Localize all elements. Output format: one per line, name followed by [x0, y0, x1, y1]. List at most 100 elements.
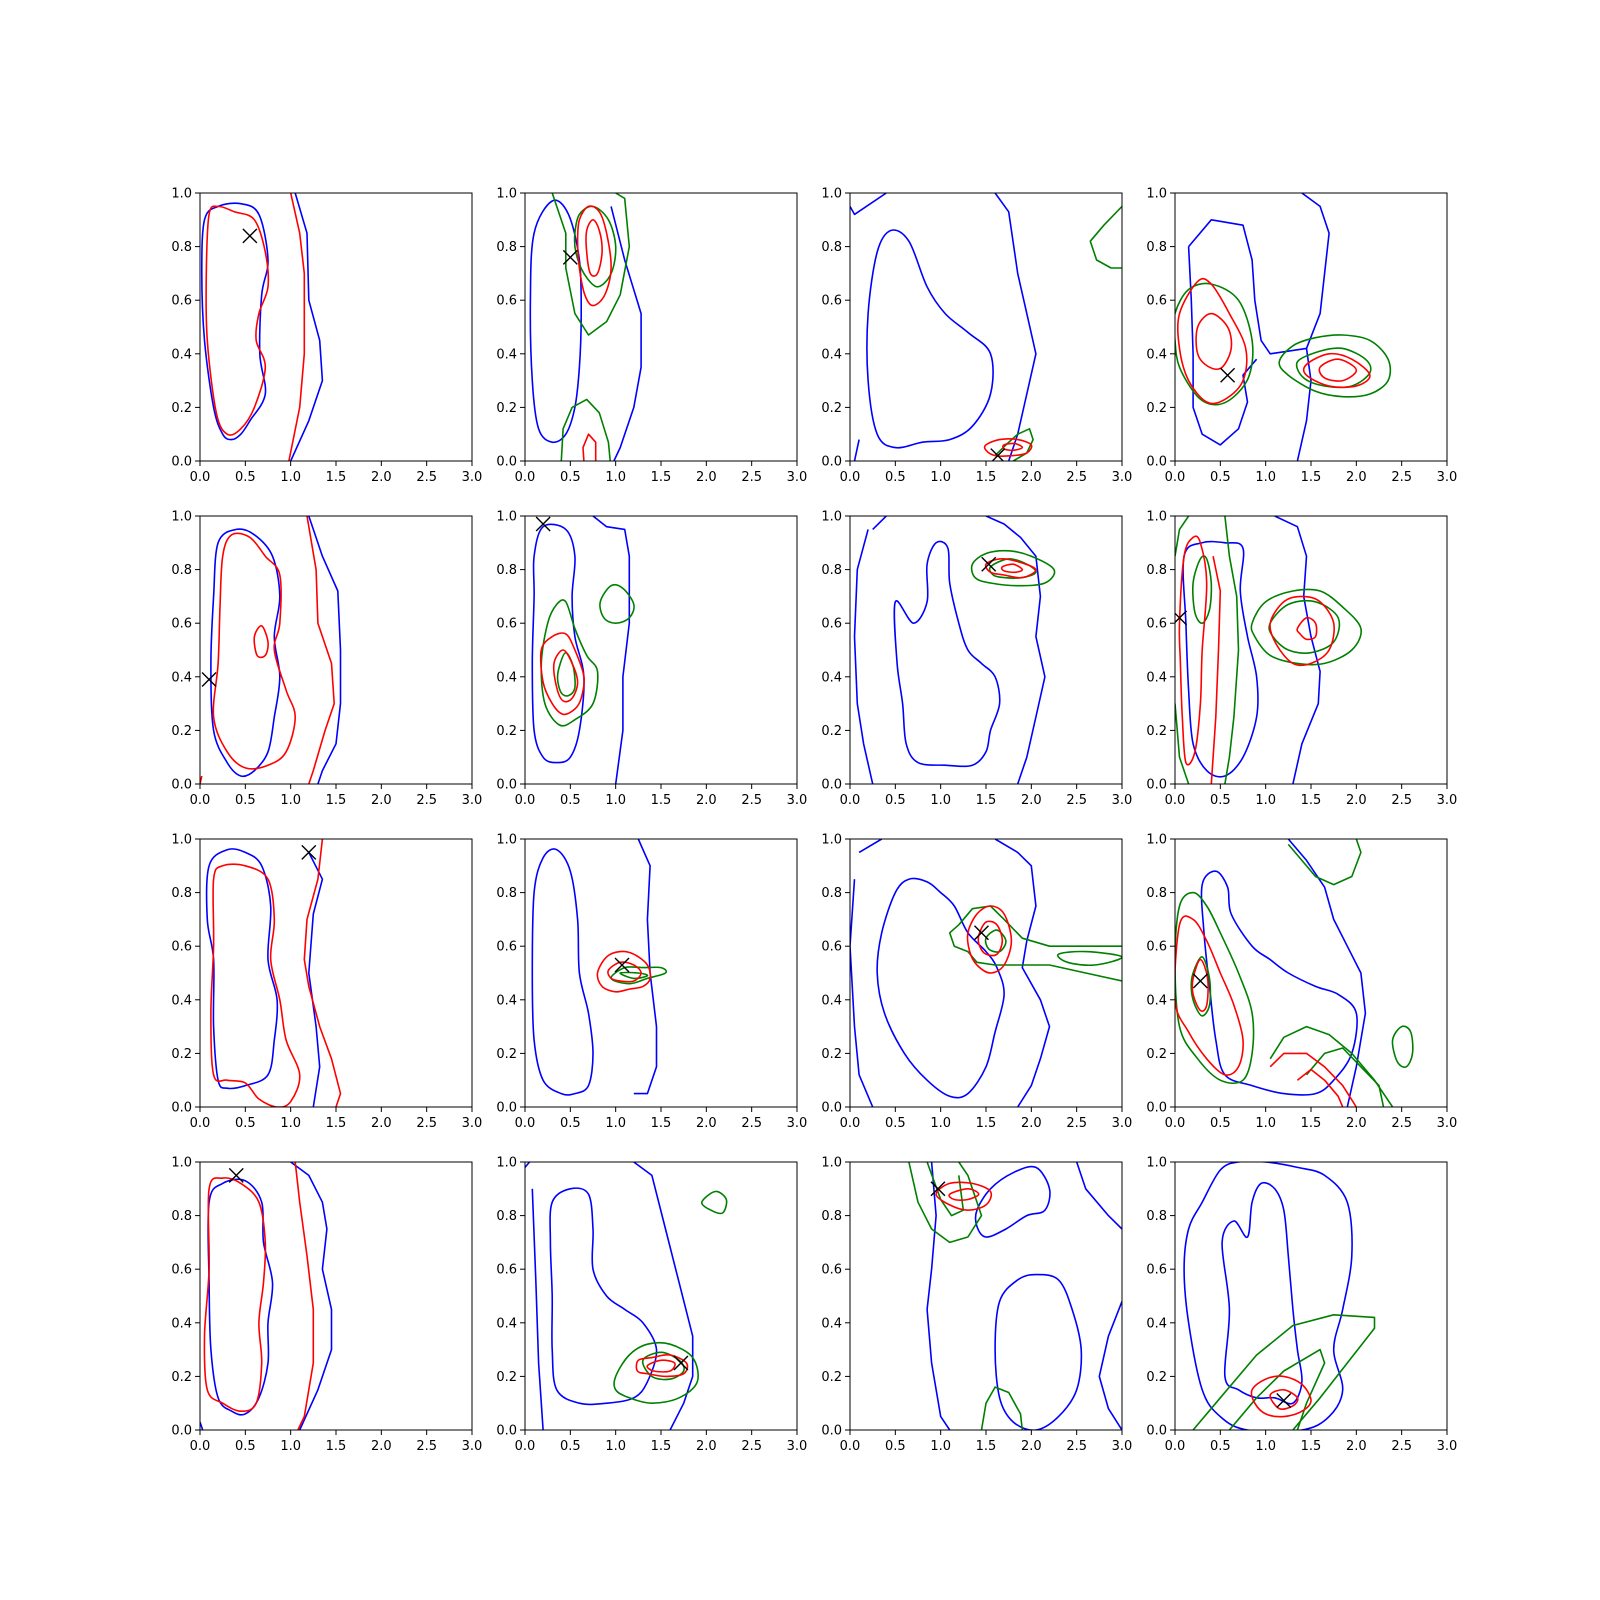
y-tick-label: 0.0 [496, 455, 517, 470]
contour-red-9 [1302, 352, 1371, 389]
marker-x [973, 925, 989, 941]
x-tick-label: 3.0 [787, 793, 808, 808]
x-tick-label: 2.5 [1066, 470, 1087, 485]
y-tick-label: 0.4 [821, 1316, 842, 1331]
y-tick-label: 0.6 [1146, 940, 1167, 955]
x-tick-label: 0.5 [1210, 1116, 1231, 1131]
y-tick-label: 0.8 [171, 240, 192, 255]
contour-blue-4 [633, 1162, 694, 1430]
y-tick-label: 0.4 [821, 670, 842, 685]
axes-frame [199, 838, 473, 1108]
x-tick-label: 2.5 [416, 1439, 437, 1454]
y-tick-label: 1.0 [496, 833, 517, 848]
y-tick-label: 1.0 [821, 1156, 842, 1171]
plot-area [200, 1162, 333, 1430]
marker-x [201, 671, 217, 687]
x-tick-label: 1.0 [280, 793, 301, 808]
contour-red-6 [607, 961, 642, 983]
y-tick-label: 0.2 [171, 724, 192, 739]
x-tick-label: 3.0 [1437, 1439, 1458, 1454]
y-tick-label: 1.0 [496, 187, 517, 202]
x-tick-label: 2.0 [696, 1439, 717, 1454]
contour-green-7 [1250, 588, 1362, 666]
y-tick-label: 0.6 [821, 617, 842, 632]
subplot-7: 0.0 0.5 1.0 1.5 2.0 2.5 3.0 0.0 0.2 0.4 0.6 0.8 1.0 [821, 510, 1132, 809]
x-tick-label: 2.5 [416, 470, 437, 485]
contour-blue-2 [926, 1162, 951, 1430]
contour-green-4 [619, 971, 649, 980]
y-tick-label: 0.6 [496, 294, 517, 309]
y-tick-label: 0.8 [821, 1209, 842, 1224]
subplot-12: 0.0 0.5 1.0 1.5 2.0 2.5 3.0 0.0 0.2 0.4 0.6 0.8 1.0 [1146, 833, 1457, 1132]
marker-x [1175, 610, 1188, 626]
y-tick-label: 0.0 [821, 778, 842, 793]
x-tick-label: 1.0 [605, 1116, 626, 1131]
contour-blue-1 [207, 1178, 274, 1416]
x-tick-label: 0.5 [235, 1439, 256, 1454]
y-tick-label: 0.2 [171, 1047, 192, 1062]
x-tick-label: 3.0 [787, 1439, 808, 1454]
contour-blue-4 [994, 1273, 1083, 1430]
y-tick-label: 0.8 [821, 563, 842, 578]
contour-blue-4 [994, 839, 1051, 1107]
x-tick-label: 3.0 [462, 793, 483, 808]
contour-green-5 [970, 549, 1056, 587]
y-tick-label: 0.4 [1146, 1316, 1167, 1331]
contour-blue-1 [1182, 540, 1259, 778]
y-tick-label: 0.6 [171, 617, 192, 632]
y-tick-label: 0.2 [1146, 401, 1167, 416]
y-tick-label: 0.4 [171, 347, 192, 362]
axes-frame [1174, 192, 1448, 462]
contour-red-5 [1250, 1375, 1312, 1418]
contour-blue-3 [1296, 348, 1312, 461]
contour-green-3 [1175, 516, 1190, 557]
contour-green-4 [1224, 516, 1240, 784]
contour-green-3 [1175, 891, 1255, 1085]
y-tick-label: 0.8 [821, 886, 842, 901]
contour-blue-1 [1187, 193, 1330, 355]
y-tick-label: 0.2 [1146, 724, 1167, 739]
y-tick-label: 0.6 [171, 1263, 192, 1278]
x-tick-label: 0.0 [190, 793, 211, 808]
y-tick-label: 1.0 [1146, 510, 1167, 525]
x-tick-label: 1.0 [930, 1116, 951, 1131]
contour-red-3 [205, 205, 270, 436]
contour-green-5 [1089, 205, 1122, 269]
subplot-9: 0.0 0.5 1.0 1.5 2.0 2.5 3.0 0.0 0.2 0.4 0.6 0.8 1.0 [171, 833, 482, 1132]
x-tick-label: 1.5 [976, 1439, 997, 1454]
x-tick-label: 0.5 [235, 793, 256, 808]
x-tick-label: 0.5 [560, 793, 581, 808]
contour-green-7 [1269, 1025, 1394, 1107]
subplot-11: 0.0 0.5 1.0 1.5 2.0 2.5 3.0 0.0 0.2 0.4 0.6 0.8 1.0 [821, 833, 1132, 1132]
contour-red-12 [1296, 616, 1318, 641]
y-tick-label: 1.0 [171, 187, 192, 202]
x-tick-label: 2.5 [741, 793, 762, 808]
x-tick-label: 0.5 [885, 1439, 906, 1454]
contour-green-5 [613, 1341, 699, 1404]
axes-frame [524, 838, 798, 1108]
y-tick-label: 1.0 [1146, 833, 1167, 848]
contour-blue-2 [872, 516, 887, 530]
x-tick-label: 1.0 [280, 1439, 301, 1454]
x-tick-label: 1.5 [651, 470, 672, 485]
contour-red-10 [1191, 958, 1209, 1012]
contour-red-8 [1002, 442, 1024, 452]
contour-green-3 [1192, 1314, 1376, 1430]
marker-x [562, 249, 578, 265]
plot-area [850, 839, 1122, 1107]
y-tick-label: 0.4 [821, 347, 842, 362]
contour-red-5 [596, 950, 652, 993]
contour-blue-2 [850, 193, 887, 216]
contour-green-5 [1175, 703, 1190, 784]
axes-frame [849, 1161, 1123, 1431]
x-tick-label: 0.0 [840, 793, 861, 808]
x-tick-label: 1.0 [280, 1116, 301, 1131]
plot-area [1175, 193, 1392, 461]
x-tick-label: 0.0 [515, 1116, 536, 1131]
contour-red-12 [1296, 1068, 1344, 1107]
contour-blue-4 [853, 439, 860, 461]
y-tick-label: 0.8 [1146, 563, 1167, 578]
contour-red-4 [306, 516, 335, 784]
y-tick-label: 1.0 [171, 1156, 192, 1171]
contour-blue-1 [876, 877, 1005, 1099]
